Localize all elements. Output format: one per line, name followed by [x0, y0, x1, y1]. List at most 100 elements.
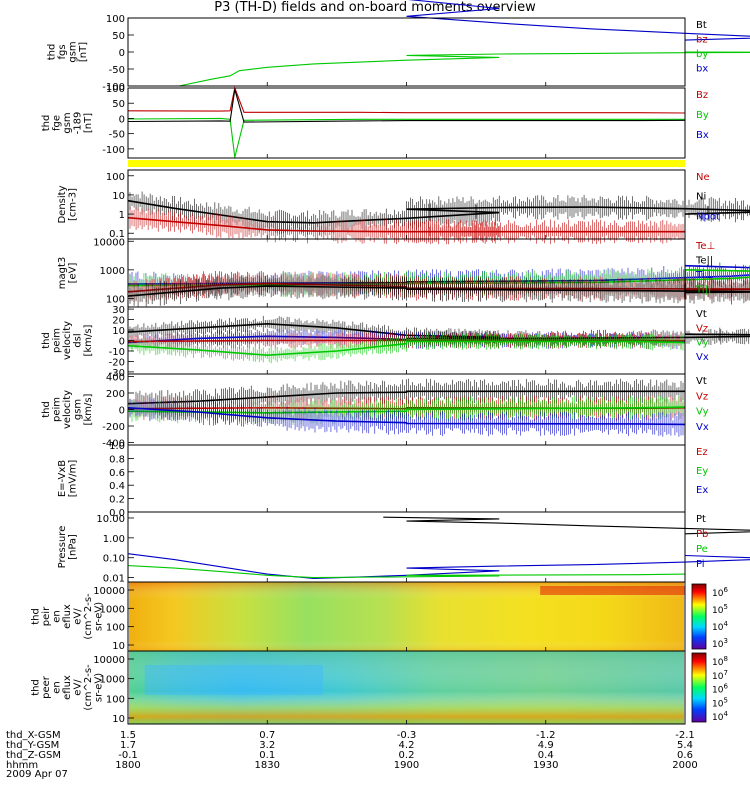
panel-8-ytick-label: 1.00 [103, 534, 125, 545]
xaxis-row-value: -1.2 [536, 730, 556, 741]
panel-10-colorbar-tick: 108 [712, 655, 728, 668]
panel-7-ytick-label: 0.2 [109, 495, 125, 506]
xaxis-row-label: thd_Y-GSM [6, 740, 59, 751]
panel-5-ytick-label: -20 [109, 357, 125, 368]
panel-2-series-3 [127, 89, 686, 123]
panel-1-ytick-label: 100 [106, 14, 125, 25]
panel-5-ylabel-line: [km/s] [83, 324, 94, 356]
panel-9-colorbar-tick: 103 [712, 637, 728, 650]
xaxis-date: 2009 Apr 07 [6, 769, 68, 780]
xaxis-row-value: 0.7 [259, 730, 275, 741]
panel-3-legend-2: Ni [696, 192, 706, 203]
panel-2-ylabel-line: thd [41, 115, 52, 132]
panel-7-ylabel-line: E=-VxB [57, 460, 68, 497]
panel-6-ytick-label: 200 [106, 389, 125, 400]
xaxis-row-label: thd_Z-GSM [6, 750, 61, 761]
panel-2-ytick-label: -100 [102, 145, 125, 156]
panel-7-ytick-label: 0.0 [109, 508, 125, 519]
panel-9-ylabel-line: thd [31, 608, 42, 625]
panel-7-ytick-label: 0.6 [109, 468, 125, 479]
panel-8-ytick-label: 10.00 [96, 514, 125, 525]
panel-9-ylabel-line: (cm^2-s- [83, 593, 94, 640]
panel-1-ylabel-line: [nT] [78, 42, 89, 62]
panel-7-legend-1: Ez [696, 447, 708, 458]
panel-2-frame [127, 87, 686, 159]
panel-2-ytick-label: -50 [109, 130, 125, 141]
panel-10-ylabel-line: peer [41, 675, 52, 699]
panel-2-legend-3: Bx [696, 130, 709, 141]
panel-9-ytick-label: 1000 [100, 604, 125, 615]
panel-4-ytick-label: 10000 [93, 237, 125, 248]
panel-1-ylabel-line: thd [46, 44, 57, 61]
panel-10-colorbar [691, 652, 707, 723]
panel-10-ylabel-line: eV/ [73, 679, 84, 696]
panel-2-ylabel: thd fge gsm -189 [nT] [41, 112, 94, 135]
panel-5-legend-2: Vz [696, 323, 708, 334]
panel-1-ylabel: thd fgs gsm [nT] [46, 41, 89, 62]
panel-10-colorbar-tick: 106 [712, 683, 728, 696]
xaxis-row-label: hhmm [6, 760, 38, 771]
xaxis-row-value: 1930 [533, 760, 558, 771]
panel-8-legend-4: Pi [696, 559, 705, 570]
panel-5-legend-3: Vy [696, 338, 709, 349]
panel-3-ytick-label: 10 [112, 191, 125, 202]
xaxis-row-value: -2.1 [675, 730, 695, 741]
panel-1-ytick-label: -50 [109, 65, 125, 76]
panel-6-ylabel-line: [km/s] [83, 393, 94, 425]
xaxis-row-value: 4.2 [399, 740, 415, 751]
panel-6-legend-3: Vy [696, 407, 709, 418]
panel-1-series-2 [178, 51, 750, 87]
panel-10-colorbar-tick: 107 [712, 669, 728, 682]
panel-5-ylabel-line: thd [41, 332, 52, 349]
panel-9-ylabel-line: eflux [62, 604, 73, 629]
panel-2-legend-1: Bz [696, 90, 708, 101]
panel-4-legend-2: Te|| [695, 256, 713, 267]
xaxis-row-value: 1800 [115, 760, 140, 771]
panel-1-frame [127, 17, 686, 87]
panel-1-ylabel-line: gsm [67, 41, 78, 62]
panel-7-ytick-label: 0.8 [109, 454, 125, 465]
panel-1-legend-2: bz [696, 35, 708, 46]
panel-5-ylabel: thd peim velocity dsl [km/s] [41, 321, 94, 360]
xaxis-row-value: 1900 [394, 760, 419, 771]
panel-9-ylabel-line: eV/ [73, 608, 84, 625]
panel-5-ylabel-line: peim [52, 328, 63, 353]
panel-7-legend-2: Ey [696, 466, 708, 477]
panel-9-ytick-label: 10 [112, 641, 125, 652]
xaxis-row-value: 0.1 [259, 750, 275, 761]
panel-8-series-3 [127, 565, 686, 579]
panel-9-colorbar-tick: 104 [712, 620, 728, 633]
panel-1-legend-4: bx [696, 64, 708, 75]
panel-1-ytick-label: 50 [112, 31, 125, 42]
panel-6-ytick-label: -200 [102, 422, 125, 433]
panel-6-legend-4: Vx [696, 422, 709, 433]
panel-2-ylabel-line: fge [52, 115, 63, 131]
panel-9-colorbar [691, 583, 707, 650]
panel-4-ylabel: magt3 [eV] [57, 257, 79, 290]
panel-9-ytick-label: 10000 [93, 586, 125, 597]
panel-8-legend-3: Pe [696, 544, 708, 555]
panel-7-ytick-label: 1.0 [109, 441, 125, 452]
panel-9-ytick-label: 100 [106, 623, 125, 634]
panel-1-legend-1: Bt [696, 20, 707, 31]
panel-9-ylabel: thd peir en eflux eV/(cm^2-s-sr-eV) [31, 593, 105, 640]
xaxis-row-value: 1.7 [120, 740, 136, 751]
panel-5-legend-4: Vx [696, 352, 709, 363]
panel-9-colorbar-tick: 105 [712, 603, 728, 616]
panel-9-hot-band [540, 586, 685, 595]
panel-5-ytick-label: -10 [109, 347, 125, 358]
xaxis-row-label: thd_X-GSM [6, 730, 61, 741]
panel-5-ytick-label: 30 [112, 305, 125, 316]
panel-9-ylabel-line: en [52, 610, 63, 623]
panel-3-ytick-label: 1 [119, 210, 125, 221]
xaxis-row-value: 0.6 [677, 750, 693, 761]
panel-2-legend-2: By [696, 110, 709, 121]
panel-5-ytick-label: 20 [112, 316, 125, 327]
panel-8-series-1 [383, 516, 750, 535]
panel-4-series-1 [127, 264, 750, 285]
panel-6-legend-2: Vz [696, 391, 708, 402]
panel-10-ylabel: thd peer en eflux eV/(cm^2-s-sr-eV) [31, 664, 105, 711]
panel-8-legend-1: Pt [696, 514, 706, 525]
panel-1-ytick-label: 0 [119, 48, 125, 59]
